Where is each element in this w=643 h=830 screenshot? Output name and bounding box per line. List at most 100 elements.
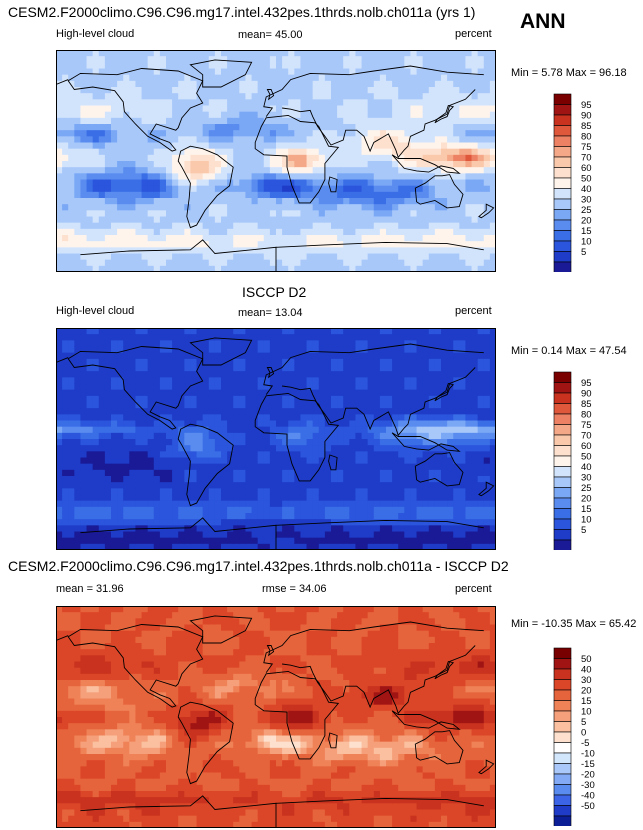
panel1-variable-label: High-level cloud bbox=[56, 28, 135, 40]
panel1-colorbar-tick-label: 50 bbox=[581, 174, 592, 185]
panel3-minmax-label: Min = -10.35 Max = 65.42 bbox=[511, 618, 637, 630]
panel3-map bbox=[56, 606, 496, 828]
panel2-colorbar-box bbox=[553, 371, 572, 383]
panel2-colorbar-box bbox=[553, 392, 572, 404]
panel2-colorbar-tick-label: 30 bbox=[581, 473, 592, 484]
panel3-colorbar-tick-label: -15 bbox=[581, 759, 595, 770]
season-label: ANN bbox=[520, 10, 566, 33]
panel2-colorbar-tick-label: 90 bbox=[581, 389, 592, 400]
panel2-colorbar-tick-label: 70 bbox=[581, 431, 592, 442]
panel2-colorbar-tick-label: 15 bbox=[581, 504, 592, 515]
panel2-colorbar-box bbox=[553, 539, 572, 550]
panel3-colorbar-tick-label: 10 bbox=[581, 707, 592, 718]
panel2-map-field bbox=[56, 328, 496, 550]
panel3-colorbar-tick-label: 0 bbox=[581, 728, 586, 739]
panel3-colorbar-tick-label: -20 bbox=[581, 770, 595, 781]
panel3-colorbar-box bbox=[553, 763, 572, 775]
panel2-colorbar-box bbox=[553, 487, 572, 499]
panel1-colorbar-box bbox=[553, 251, 572, 263]
panel2-colorbar-tick-label: 85 bbox=[581, 399, 592, 410]
panel1-map bbox=[56, 50, 496, 272]
panel2-colorbar-box bbox=[553, 434, 572, 446]
panel2-colorbar-box bbox=[553, 413, 572, 425]
panel2-map-frame bbox=[56, 328, 496, 550]
panel2-colorbar-tick-label: 20 bbox=[581, 494, 592, 505]
panel2-colorbar-tick-label: 25 bbox=[581, 483, 592, 494]
panel2-colorbar-box bbox=[553, 466, 572, 478]
panel1-map-field bbox=[56, 50, 496, 272]
panel3-mean-label: mean = 31.96 bbox=[56, 583, 124, 595]
panel3-colorbar-box bbox=[553, 658, 572, 670]
panel1-colorbar-box bbox=[553, 219, 572, 231]
panel3-map-frame bbox=[56, 606, 496, 828]
panel2-units-label: percent bbox=[455, 305, 492, 317]
panel3-colorbar-box bbox=[553, 647, 572, 659]
panel1-colorbar-tick-label: 5 bbox=[581, 247, 586, 258]
panel3-colorbar-box bbox=[553, 710, 572, 722]
panel2-colorbar-tick-label: 40 bbox=[581, 462, 592, 473]
panel3-colorbar-box bbox=[553, 689, 572, 701]
panel2-title: ISCCP D2 bbox=[242, 284, 307, 300]
panel3-colorbar-tick-label: -10 bbox=[581, 749, 595, 760]
panel3-colorbar-tick-label: 5 bbox=[581, 717, 586, 728]
panel3-colorbar-tick-label: -30 bbox=[581, 780, 595, 791]
panel1-colorbar-tick-label: 20 bbox=[581, 216, 592, 227]
panel1-colorbar-box bbox=[553, 240, 572, 252]
panel2-colorbar-box bbox=[553, 529, 572, 541]
panel1-mean-label: mean= 45.00 bbox=[238, 29, 303, 41]
panel1-colorbar-tick-label: 90 bbox=[581, 111, 592, 122]
panel3-colorbar-tick-label: 30 bbox=[581, 675, 592, 686]
panel1-colorbar-tick-label: 70 bbox=[581, 153, 592, 164]
panel1-colorbar-tick-label: 30 bbox=[581, 195, 592, 206]
panel2-minmax-label: Min = 0.14 Max = 47.54 bbox=[511, 345, 627, 357]
panel3-colorbar-box bbox=[553, 721, 572, 733]
panel2-colorbar-tick-label: 80 bbox=[581, 410, 592, 421]
panel3-map-coastlines bbox=[56, 615, 495, 828]
panel2-mean-label: mean= 13.04 bbox=[238, 307, 303, 319]
panel1-colorbar-box bbox=[553, 156, 572, 168]
panel3-colorbar-box bbox=[553, 752, 572, 764]
panel1-colorbar-box bbox=[553, 104, 572, 116]
panel1-map-frame bbox=[56, 50, 496, 272]
panel1-colorbar-box bbox=[553, 93, 572, 105]
panel2-colorbar-tick-label: 95 bbox=[581, 378, 592, 389]
panel1-colorbar-box bbox=[553, 135, 572, 147]
panel2-colorbar-box bbox=[553, 424, 572, 436]
panel2-variable-label: High-level cloud bbox=[56, 305, 135, 317]
panel3-colorbar-tick-label: 20 bbox=[581, 686, 592, 697]
panel3-colorbar-box bbox=[553, 731, 572, 743]
panel1-colorbar-tick-label: 80 bbox=[581, 132, 592, 143]
panel2-colorbar-box bbox=[553, 455, 572, 467]
panel3-rmse-label: rmse = 34.06 bbox=[262, 583, 327, 595]
panel2-colorbar-box bbox=[553, 508, 572, 520]
panel1-minmax-label: Min = 5.78 Max = 96.18 bbox=[511, 67, 627, 79]
panel3-colorbar-tick-label: -50 bbox=[581, 801, 595, 812]
panel2-colorbar-tick-label: 75 bbox=[581, 420, 592, 431]
panel1-colorbar-tick-label: 40 bbox=[581, 184, 592, 195]
panel2-map bbox=[56, 328, 496, 550]
panel3-colorbar-box bbox=[553, 668, 572, 680]
panel3-colorbar-box bbox=[553, 700, 572, 712]
panel1-units-label: percent bbox=[455, 28, 492, 40]
panel1-colorbar-box bbox=[553, 198, 572, 210]
panel2-colorbar-tick-label: 10 bbox=[581, 515, 592, 526]
panel1-colorbar-tick-label: 85 bbox=[581, 121, 592, 132]
panel1-colorbar-tick-label: 10 bbox=[581, 237, 592, 248]
panel1-map-coastlines bbox=[56, 59, 495, 272]
panel3-map-field bbox=[56, 606, 496, 828]
panel3-title: CESM2.F2000climo.C96.C96.mg17.intel.432p… bbox=[8, 558, 509, 574]
panel2-colorbar-tick-label: 5 bbox=[581, 525, 586, 536]
panel1-colorbar-box bbox=[553, 188, 572, 200]
panel1-colorbar-box bbox=[553, 261, 572, 272]
panel2-colorbar-box bbox=[553, 382, 572, 394]
panel3-colorbar-box bbox=[553, 794, 572, 806]
panel3-colorbar-tick-label: -40 bbox=[581, 791, 595, 802]
panel2-colorbar-box bbox=[553, 403, 572, 415]
panel2-colorbar-tick-label: 50 bbox=[581, 452, 592, 463]
panel1-colorbar-tick-label: 75 bbox=[581, 142, 592, 153]
panel2-colorbar-box bbox=[553, 497, 572, 509]
panel3-colorbar-box bbox=[553, 773, 572, 785]
panel1-colorbar-box bbox=[553, 167, 572, 179]
